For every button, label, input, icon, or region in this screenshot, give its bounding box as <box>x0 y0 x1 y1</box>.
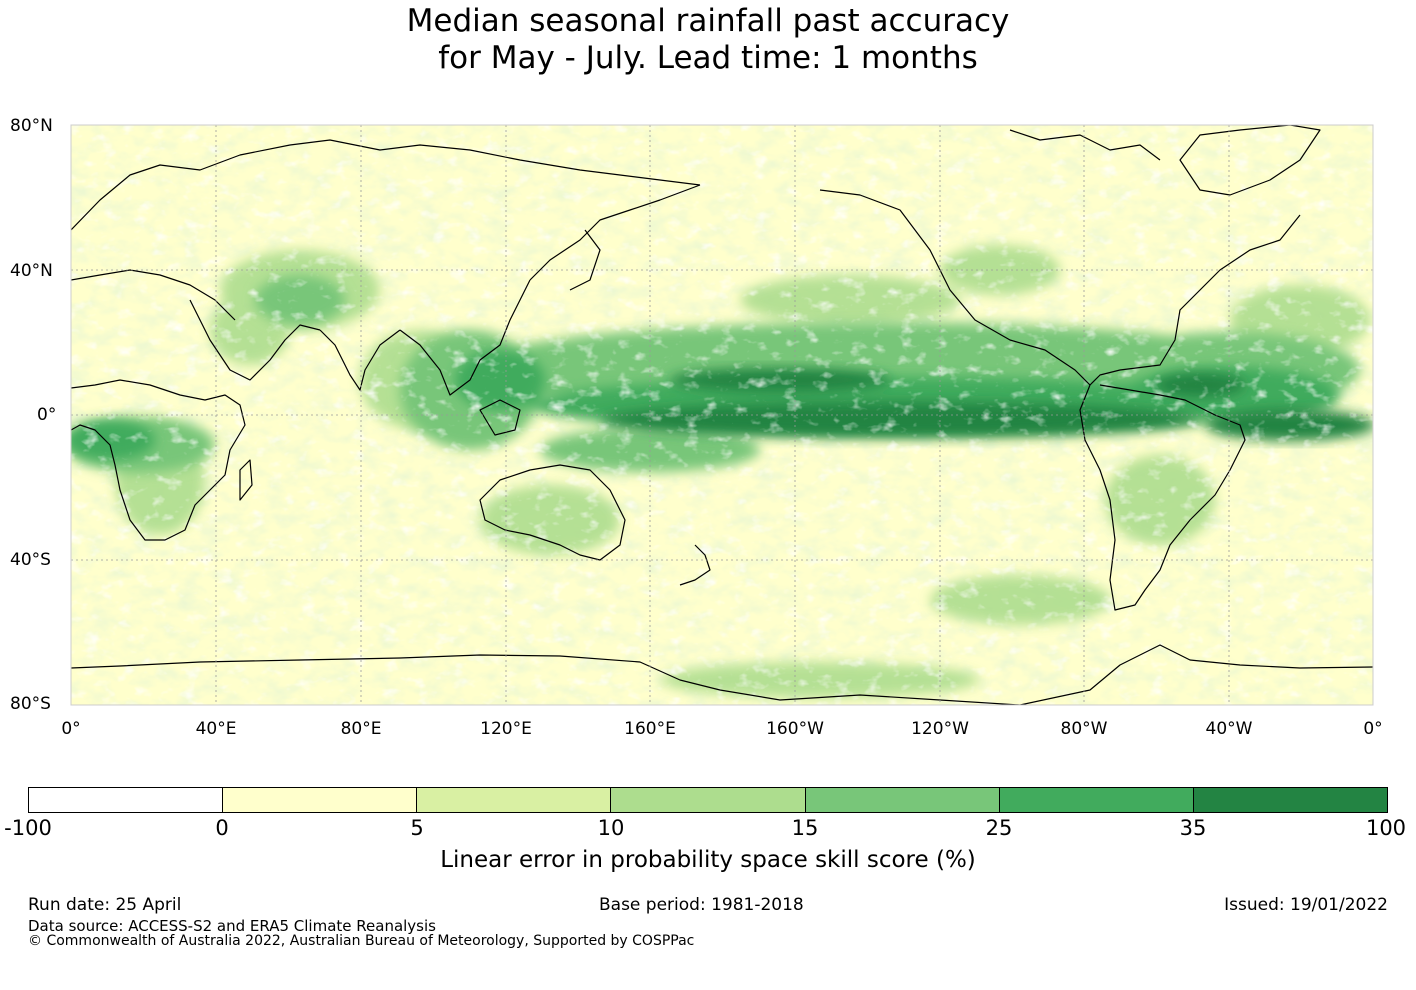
lon-label-120w: 120°W <box>911 719 969 739</box>
colorbar-tick-15: 15 <box>791 816 819 840</box>
lat-label-40n: 40°N <box>10 261 53 281</box>
coast-se-asia <box>399 279 531 396</box>
map-frame <box>70 124 1374 706</box>
map-title-line1: Median seasonal rainfall past accuracy <box>406 3 1010 39</box>
coast-japan <box>569 229 601 291</box>
coast-north-america <box>819 189 1301 386</box>
colorbar <box>28 787 1388 813</box>
copyright: © Commonwealth of Australia 2022, Austra… <box>28 933 695 949</box>
colorbar-tick-minus100: -100 <box>4 816 52 840</box>
coast-australia <box>479 464 626 561</box>
lon-label-80e: 80°E <box>340 719 382 739</box>
coast-borneo <box>479 399 521 436</box>
lon-label-40e: 40°E <box>195 719 237 739</box>
lon-label-40w: 40°W <box>1205 719 1253 739</box>
coast-canada-arctic <box>1009 129 1161 161</box>
coast-eurasia-north <box>71 139 701 231</box>
colorbar-tick-100: 100 <box>1365 816 1407 840</box>
skill-score-map <box>70 124 1374 706</box>
coast-arabia <box>189 299 321 381</box>
coast-africa <box>71 379 246 541</box>
graticule <box>71 125 1373 705</box>
colorbar-label: Linear error in probability space skill … <box>440 847 976 873</box>
lon-label-120e: 120°E <box>480 719 532 739</box>
run-date: Run date: 25 April <box>28 895 182 915</box>
map-title-line2: for May - July. Lead time: 1 months <box>438 40 978 76</box>
lon-label-160e: 160°E <box>624 719 676 739</box>
colorbar-tick-5: 5 <box>410 816 424 840</box>
colorbar-segment-6 <box>999 788 1194 812</box>
coast-east-asia <box>529 184 701 281</box>
issued-date: Issued: 19/01/2022 <box>1224 895 1388 915</box>
colorbar-segment-3 <box>417 788 612 812</box>
lon-label-160w: 160°W <box>766 719 824 739</box>
coast-madagascar <box>239 459 253 501</box>
base-period: Base period: 1981-2018 <box>599 895 804 915</box>
colorbar-segment-7 <box>1193 788 1387 812</box>
colorbar-tick-25: 25 <box>985 816 1013 840</box>
coast-new-zealand <box>679 544 711 586</box>
lat-label-80s: 80°S <box>10 694 51 714</box>
colorbar-segment-2 <box>223 788 418 812</box>
lat-label-0: 0° <box>37 405 57 425</box>
coast-europe-med <box>71 269 236 321</box>
lon-label-0-east: 0° <box>1363 719 1383 739</box>
lon-label-80w: 80°W <box>1060 719 1108 739</box>
colorbar-tick-0: 0 <box>215 816 229 840</box>
colorbar-tick-35: 35 <box>1179 816 1207 840</box>
lon-label-0-west: 0° <box>61 719 81 739</box>
coastlines <box>71 125 1373 705</box>
colorbar-segment-4 <box>611 788 806 812</box>
coast-india <box>319 329 401 391</box>
colorbar-tick-10: 10 <box>597 816 625 840</box>
coast-greenland <box>1179 125 1321 196</box>
lat-label-80n: 80°N <box>10 116 53 136</box>
lat-label-40s: 40°S <box>10 550 51 570</box>
coast-antarctica <box>71 644 1373 705</box>
colorbar-segment-1 <box>29 788 224 812</box>
coast-south-america <box>1079 384 1246 611</box>
colorbar-segment-5 <box>805 788 1000 812</box>
data-source: Data source: ACCESS-S2 and ERA5 Climate … <box>28 917 436 935</box>
